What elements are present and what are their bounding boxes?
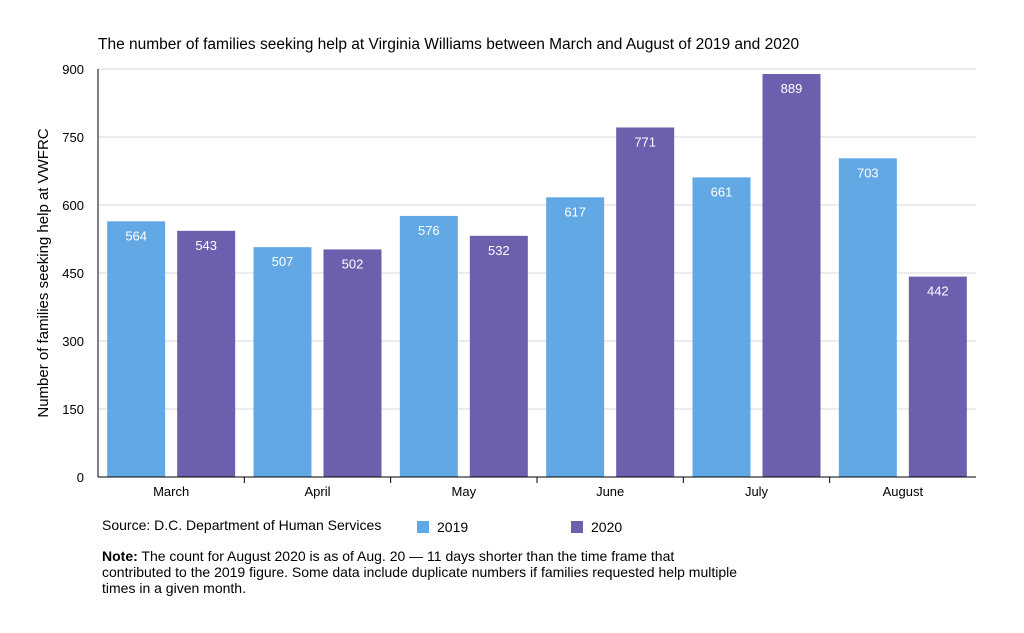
data-label: 889 [781, 81, 803, 96]
y-tick-label: 600 [62, 198, 84, 213]
data-label: 564 [125, 228, 147, 243]
legend-swatch-2019 [417, 521, 429, 533]
bar-2020-april [323, 249, 382, 477]
bar-2020-june [616, 127, 675, 477]
data-label: 703 [857, 165, 879, 180]
note-text: The count for August 2020 is as of Aug. … [102, 548, 738, 596]
x-tick-label: April [304, 484, 330, 499]
bar-2020-march [177, 230, 236, 477]
data-label: 576 [418, 223, 440, 238]
x-tick-label: March [153, 484, 189, 499]
bar-2020-may [469, 235, 528, 477]
bar-2020-august [908, 276, 967, 477]
y-tick-label: 450 [62, 266, 84, 281]
y-tick-label: 900 [62, 62, 84, 77]
data-label: 502 [342, 256, 364, 271]
source-note: Source: D.C. Department of Human Service… [102, 517, 382, 533]
data-label: 617 [564, 204, 586, 219]
bar-2019-april [253, 247, 312, 477]
y-tick-label: 750 [62, 130, 84, 145]
chart-title: The number of families seeking help at V… [98, 36, 800, 53]
note-label: Note: [102, 548, 138, 564]
data-label: 661 [711, 184, 733, 199]
x-tick-label: August [883, 484, 924, 499]
y-tick-label: 150 [62, 402, 84, 417]
x-tick-label: June [596, 484, 624, 499]
bar-2019-august [838, 158, 897, 477]
bar-2020-july [762, 73, 821, 477]
legend-swatch-2020 [571, 521, 583, 533]
data-label: 442 [927, 284, 949, 299]
y-tick-label: 0 [77, 470, 84, 485]
legend-label-2020: 2020 [591, 519, 623, 535]
footnote: Note: The count for August 2020 is as of… [102, 548, 742, 596]
y-tick-label: 300 [62, 334, 84, 349]
data-label: 771 [634, 134, 656, 149]
x-tick-label: May [452, 484, 477, 499]
y-axis-title: Number of families seeking help at VWFRC [35, 128, 52, 417]
legend-label-2019: 2019 [437, 519, 469, 535]
legend-item-2020: 2020 [571, 519, 622, 535]
bar-2019-july [692, 177, 751, 477]
legend-item-2019: 2019 [417, 519, 468, 535]
bar-2019-march [107, 221, 166, 477]
data-label: 532 [488, 243, 510, 258]
bar-2019-june [546, 197, 605, 477]
x-tick-label: July [745, 484, 769, 499]
data-label: 507 [272, 254, 294, 269]
bar-2019-may [399, 215, 458, 477]
data-label: 543 [195, 238, 217, 253]
